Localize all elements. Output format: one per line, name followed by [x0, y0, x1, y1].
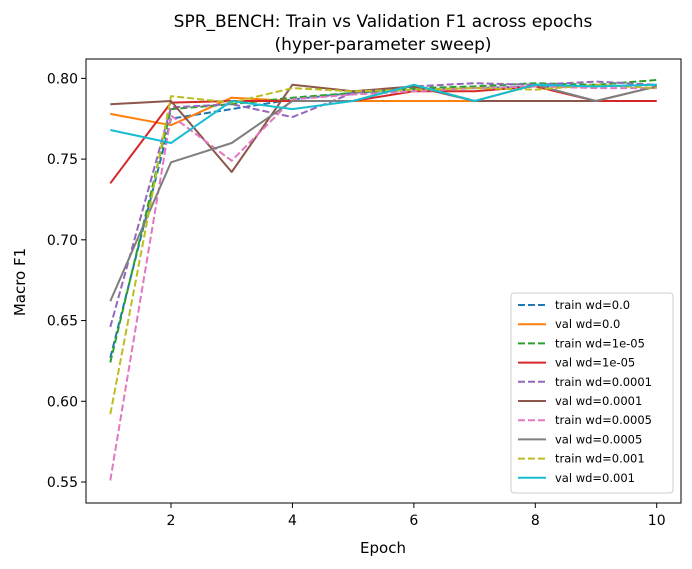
- y-tick-label: 0.80: [47, 71, 78, 87]
- series-line-6: [110, 83, 657, 173]
- legend-label: train wd=0.001: [555, 452, 645, 466]
- legend-label: val wd=0.0: [555, 317, 620, 331]
- legend-label: val wd=0.0001: [555, 394, 642, 408]
- y-tick-label: 0.65: [47, 314, 78, 330]
- legend-label: train wd=1e-05: [555, 336, 645, 350]
- x-tick-label: 10: [648, 513, 666, 529]
- series-line-8: [109, 83, 657, 302]
- y-tick-label: 0.60: [47, 394, 78, 410]
- legend-box: [510, 292, 674, 494]
- series-line-9: [109, 83, 657, 415]
- series-line-5: [109, 80, 657, 328]
- legend-label: train wd=0.0005: [555, 413, 652, 427]
- x-tick-label: 6: [409, 513, 418, 529]
- y-tick-label: 0.70: [47, 233, 78, 249]
- legend: train wd=0.0 val wd=0.0 train wd=1e-05 val …: [510, 292, 674, 494]
- legend-label: train wd=0.0001: [555, 375, 652, 389]
- x-axis-label: Epoch: [360, 539, 406, 557]
- legend-label: val wd=0.0005: [555, 432, 642, 446]
- legend-label: val wd=0.001: [555, 471, 635, 485]
- x-tick-label: 8: [531, 513, 540, 529]
- y-axis-label: Macro F1: [11, 248, 29, 316]
- chart-title: SPR_BENCH: Train vs Validation F1 across…: [174, 12, 593, 32]
- legend-label: val wd=1e-05: [555, 356, 635, 370]
- plot-area: 2 4 6 8 10 0.55 0.60 0.65 0.70 0.75 0.80: [47, 58, 682, 529]
- axes-frame: [85, 58, 682, 504]
- legend-label: train wd=0.0: [555, 298, 630, 312]
- y-tick-label: 0.55: [47, 475, 78, 491]
- x-tick-label: 4: [288, 513, 297, 529]
- x-tick-label: 2: [167, 513, 176, 529]
- y-tick-label: 0.75: [47, 152, 78, 168]
- series-line-10: [110, 83, 657, 144]
- chart-subtitle: (hyper-parameter sweep): [274, 35, 491, 55]
